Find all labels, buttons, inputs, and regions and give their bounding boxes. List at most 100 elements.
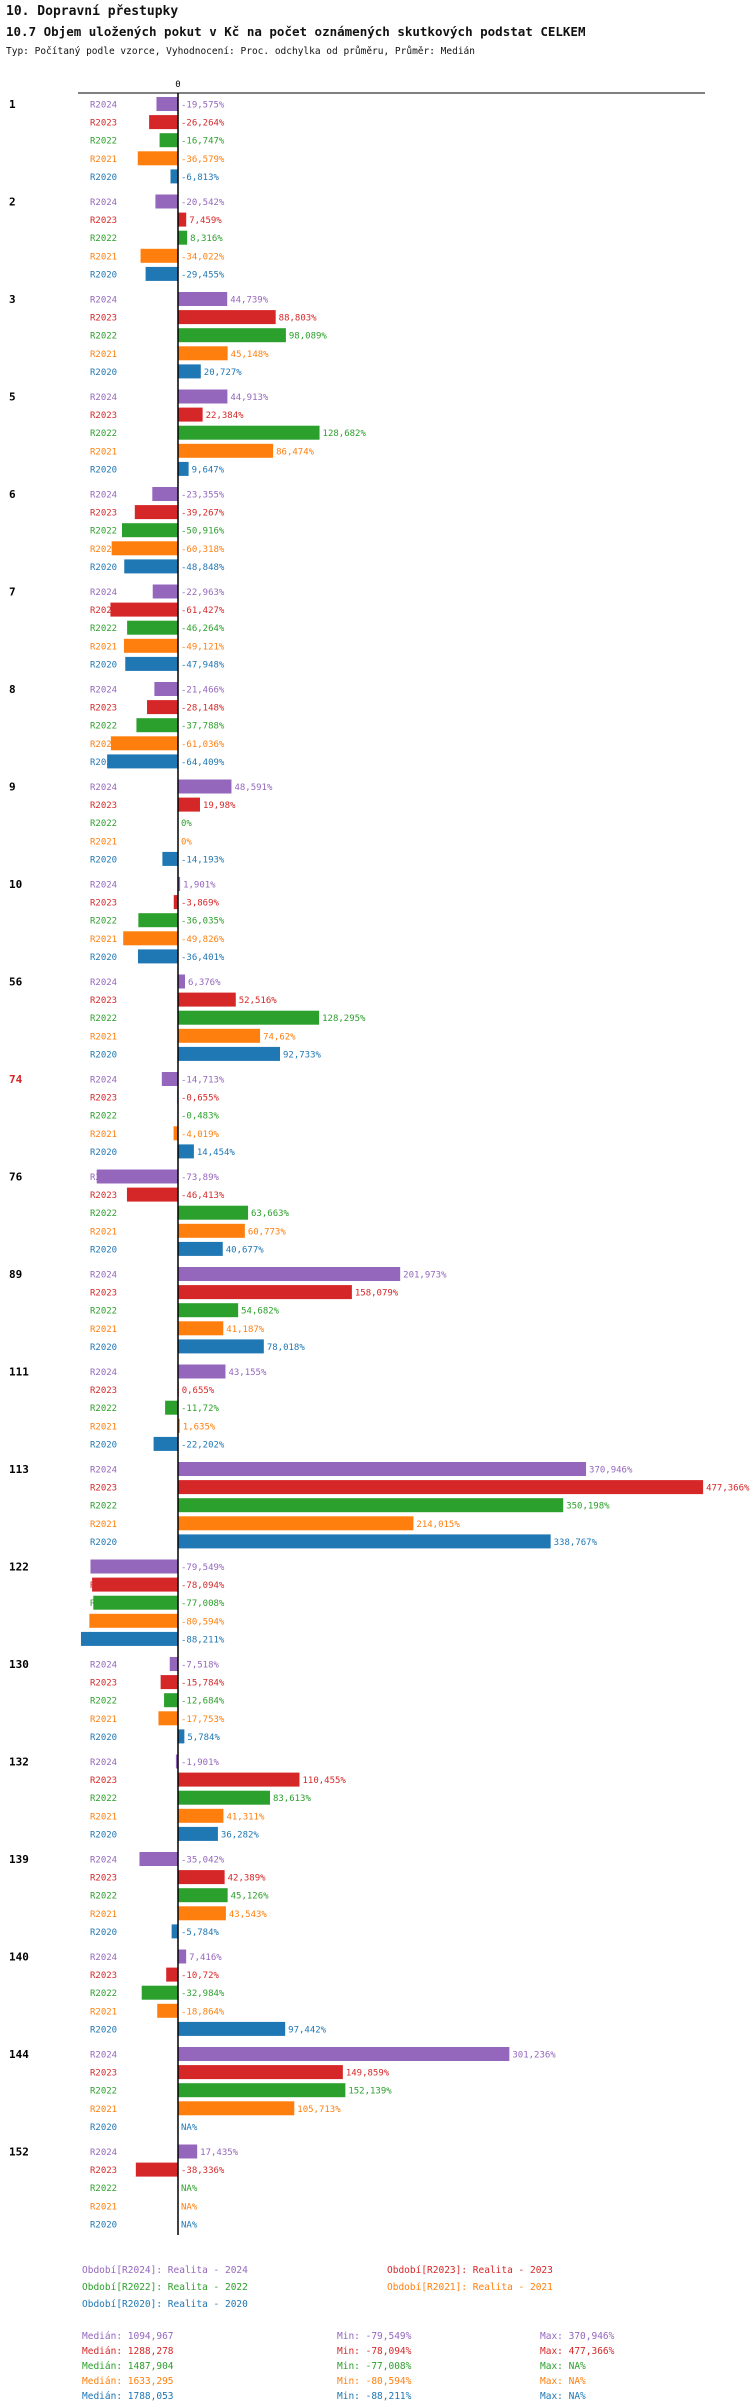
data-label: 40,677% xyxy=(226,1245,265,1255)
bar xyxy=(178,425,320,440)
bar xyxy=(107,754,178,769)
data-label: 201,973% xyxy=(403,1271,447,1281)
series-label: R2020 xyxy=(90,1928,117,1938)
data-label: -6,813% xyxy=(181,173,220,183)
bar xyxy=(165,1400,178,1415)
data-label: -34,022% xyxy=(181,252,225,262)
stats-max-R2024: Max: 370,946% xyxy=(540,2331,615,2342)
group-label: 89 xyxy=(9,1268,22,1281)
group-label: 113 xyxy=(9,1463,29,1476)
zero-tick-label: 0 xyxy=(175,80,180,90)
data-label: -64,409% xyxy=(181,758,225,768)
series-label: R2023 xyxy=(90,996,117,1006)
bar xyxy=(124,559,178,574)
bar xyxy=(141,1985,178,2000)
bar xyxy=(178,1267,401,1281)
bar xyxy=(138,913,178,928)
bar xyxy=(178,1144,194,1159)
data-label: 41,311% xyxy=(226,1812,265,1822)
stats-min-R2020: Min: -88,211% xyxy=(337,2391,412,2402)
data-label: -10,72% xyxy=(181,1971,220,1981)
bar xyxy=(156,97,178,111)
bar xyxy=(90,1559,178,1574)
data-label: 214,015% xyxy=(416,1520,460,1530)
bar xyxy=(137,949,178,964)
bar xyxy=(178,1534,551,1549)
bar xyxy=(134,505,178,520)
data-label: -18,864% xyxy=(181,2007,225,2017)
data-label: -60,318% xyxy=(181,545,225,555)
series-label: R2022 xyxy=(90,1404,117,1414)
data-label: 0% xyxy=(181,837,192,847)
stats-min-R2021: Min: -80,594% xyxy=(337,2376,412,2387)
series-label: R2024 xyxy=(90,978,117,988)
bar xyxy=(178,1303,239,1318)
data-label: 74,62% xyxy=(263,1032,296,1042)
data-label: 7,459% xyxy=(189,216,222,226)
series-label: R2021 xyxy=(90,935,117,945)
data-label: -73,89% xyxy=(181,1173,220,1183)
series-label: R2023 xyxy=(90,509,117,519)
data-label: 44,739% xyxy=(230,296,269,306)
bar xyxy=(121,523,178,538)
data-label: 52,516% xyxy=(239,996,278,1006)
data-label: -7,518% xyxy=(181,1661,220,1671)
series-label: R2024 xyxy=(90,1076,117,1086)
series-label: R2020 xyxy=(90,855,117,865)
data-label: -12,684% xyxy=(181,1697,225,1707)
bar xyxy=(178,974,186,989)
series-label: R2023 xyxy=(90,1679,117,1689)
series-label: R2024 xyxy=(90,296,117,306)
series-label: R2021 xyxy=(90,2202,117,2212)
series-label: R2020 xyxy=(90,2123,117,2133)
data-label: -47,948% xyxy=(181,660,225,670)
data-label: -39,267% xyxy=(181,509,225,519)
series-label: R2023 xyxy=(90,1484,117,1494)
data-label: 370,946% xyxy=(589,1466,633,1476)
group-label: 132 xyxy=(9,1756,29,1769)
data-label: -28,148% xyxy=(181,704,225,714)
group-label: 10 xyxy=(9,878,22,891)
series-label: R2022 xyxy=(90,1307,117,1317)
data-label: 78,018% xyxy=(267,1343,306,1353)
data-label: 48,591% xyxy=(234,783,273,793)
bar xyxy=(178,1364,226,1379)
bar xyxy=(89,1613,178,1628)
data-label: -32,984% xyxy=(181,1989,225,1999)
stats-median-R2022: Medián: 1487,904 xyxy=(82,2361,174,2372)
bar xyxy=(178,2021,286,2036)
data-label: 83,613% xyxy=(273,1794,312,1804)
bar xyxy=(178,1241,223,1256)
series-label: R2024 xyxy=(90,2148,117,2158)
series-label: R2022 xyxy=(90,819,117,829)
data-label: 54,682% xyxy=(241,1307,280,1317)
data-label: 42,389% xyxy=(228,1874,267,1884)
series-label: R2023 xyxy=(90,411,117,421)
bar xyxy=(178,310,276,325)
series-label: R2022 xyxy=(90,722,117,732)
bar xyxy=(147,700,178,715)
series-label: R2021 xyxy=(90,252,117,262)
bar xyxy=(178,1010,320,1025)
bar xyxy=(178,1826,218,1841)
data-label: -16,747% xyxy=(181,137,225,147)
series-label: R2024 xyxy=(90,1953,117,1963)
group-label: 76 xyxy=(9,1171,23,1184)
series-label: R2023 xyxy=(90,704,117,714)
data-label: -26,264% xyxy=(181,119,225,129)
series-label: R2021 xyxy=(90,1325,117,1335)
bar xyxy=(127,620,178,635)
group-label: 122 xyxy=(9,1561,29,1574)
data-label: 128,295% xyxy=(322,1014,366,1024)
bar xyxy=(178,797,200,812)
series-label: R2024 xyxy=(90,881,117,891)
bar xyxy=(169,1657,178,1671)
group-label: 9 xyxy=(9,781,16,794)
series-label: R2024 xyxy=(90,783,117,793)
data-label: 152,139% xyxy=(348,2087,392,2097)
data-label: NA% xyxy=(181,2123,198,2133)
series-label: R2023 xyxy=(90,1386,117,1396)
data-label: 60,773% xyxy=(248,1227,287,1237)
page-title: 10. Dopravní přestupky xyxy=(6,4,179,19)
